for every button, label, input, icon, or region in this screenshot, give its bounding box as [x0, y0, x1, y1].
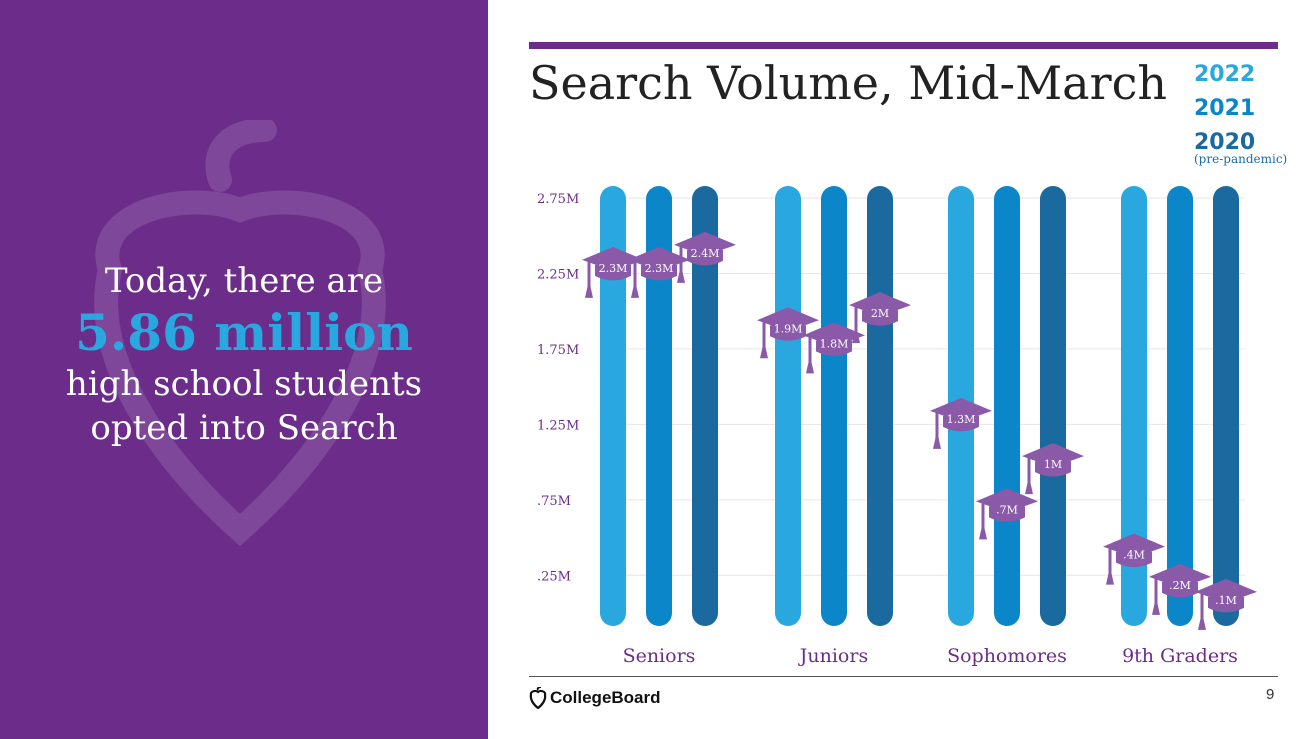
x-tick-label: Seniors: [623, 645, 696, 667]
value-marker: .1M: [1195, 578, 1257, 630]
value-marker: 2M: [849, 292, 911, 344]
bar-2020: [692, 186, 718, 626]
cap-band: [1162, 581, 1198, 598]
cap-tassel-end: [1025, 476, 1033, 495]
x-tick-label: Juniors: [798, 645, 868, 667]
cap-band: [1208, 596, 1244, 613]
legend-note: (pre-pandemic): [1194, 152, 1288, 166]
cap-tassel-end: [979, 521, 987, 540]
bar-2022: [1121, 186, 1147, 626]
data-label: 2.4M: [691, 247, 720, 260]
bar-2021: [646, 186, 672, 626]
y-tick-label: 2.75M: [537, 192, 579, 207]
cap-band: [862, 310, 898, 326]
data-label: .7M: [996, 503, 1018, 516]
bar-2021: [821, 186, 847, 626]
value-marker: .7M: [976, 488, 1038, 540]
data-label: 2.3M: [645, 262, 674, 275]
cap-band: [687, 249, 723, 266]
x-tick-label: Sophomores: [947, 645, 1067, 667]
y-tick-label: 1.25M: [537, 418, 579, 433]
data-label: 1.3M: [947, 413, 976, 426]
cap-band: [816, 340, 852, 356]
logo-text: CollegeBoard: [550, 688, 661, 707]
cap-tassel-end: [1198, 611, 1206, 630]
value-marker: .4M: [1103, 533, 1165, 585]
value-marker: 1M: [1022, 443, 1084, 495]
cap-tassel-end: [631, 279, 639, 298]
acorn-watermark-icon: [94, 120, 386, 547]
callout: Today, there are 5.86 million high schoo…: [0, 258, 488, 450]
bar-2022: [775, 186, 801, 626]
bar-2022: [600, 186, 626, 626]
callout-line3b: opted into Search: [90, 408, 398, 448]
cap-tassel-end: [852, 325, 860, 344]
bar-2021: [1167, 186, 1193, 626]
x-tick-label: 9th Graders: [1122, 645, 1238, 667]
cap-band: [989, 506, 1025, 522]
callout-highlight: 5.86 million: [75, 303, 413, 362]
cap-tassel-end: [585, 279, 593, 298]
data-label: 2.3M: [599, 262, 628, 275]
college-board-logo: CollegeBoard: [529, 687, 661, 709]
bar-2020: [867, 186, 893, 626]
chart-title: Search Volume, Mid-March: [529, 56, 1167, 110]
legend: 2022 2021 2020 (pre-pandemic): [1194, 58, 1287, 166]
data-label: .1M: [1215, 594, 1237, 607]
cap-band: [595, 264, 631, 281]
cap-tassel-end: [760, 340, 768, 359]
y-tick-label: .75M: [537, 494, 571, 509]
y-tick-label: 1.75M: [537, 343, 579, 358]
callout-line1: Today, there are: [104, 261, 384, 301]
cap-band: [770, 325, 806, 341]
value-marker: 1.8M: [803, 322, 865, 374]
cap-tassel-end: [677, 264, 685, 283]
data-label: 1M: [1044, 458, 1062, 471]
value-marker: 2.3M: [628, 246, 690, 298]
cap-band: [1116, 551, 1152, 568]
data-label: 1.8M: [820, 337, 849, 350]
data-label: 1.9M: [774, 322, 803, 335]
data-label: .2M: [1169, 579, 1191, 592]
cap-tassel-end: [933, 430, 941, 449]
left-panel: Today, there are 5.86 million high schoo…: [0, 0, 488, 739]
value-marker: 2.3M: [582, 246, 644, 298]
bar-2021: [994, 186, 1020, 626]
data-label: .4M: [1123, 549, 1145, 562]
cap-tassel-end: [1106, 566, 1114, 585]
page-number: 9: [1266, 686, 1275, 703]
callout-line3a: high school students: [65, 364, 423, 404]
y-tick-label: .25M: [537, 569, 571, 584]
value-marker: 2.4M: [674, 231, 736, 283]
bottom-rule: [529, 676, 1278, 677]
cap-band: [943, 415, 979, 432]
value-marker: 1.9M: [757, 307, 819, 359]
value-marker: 1.3M: [930, 397, 992, 449]
value-marker: .2M: [1149, 563, 1211, 615]
data-label: 2M: [871, 307, 889, 320]
legend-item-2020: 2020: [1194, 130, 1256, 155]
legend-item-2022: 2022: [1194, 62, 1256, 87]
cap-tassel-end: [806, 355, 814, 374]
cap-tassel-end: [1152, 596, 1160, 615]
bar-2020: [1040, 186, 1066, 626]
cap-band: [1035, 461, 1071, 477]
y-tick-label: 2.25M: [537, 267, 579, 282]
legend-item-2021: 2021: [1194, 96, 1256, 121]
bar-2020: [1213, 186, 1239, 626]
top-rule: [529, 42, 1278, 49]
acorn-logo-icon: [529, 687, 547, 709]
cap-band: [641, 264, 677, 281]
